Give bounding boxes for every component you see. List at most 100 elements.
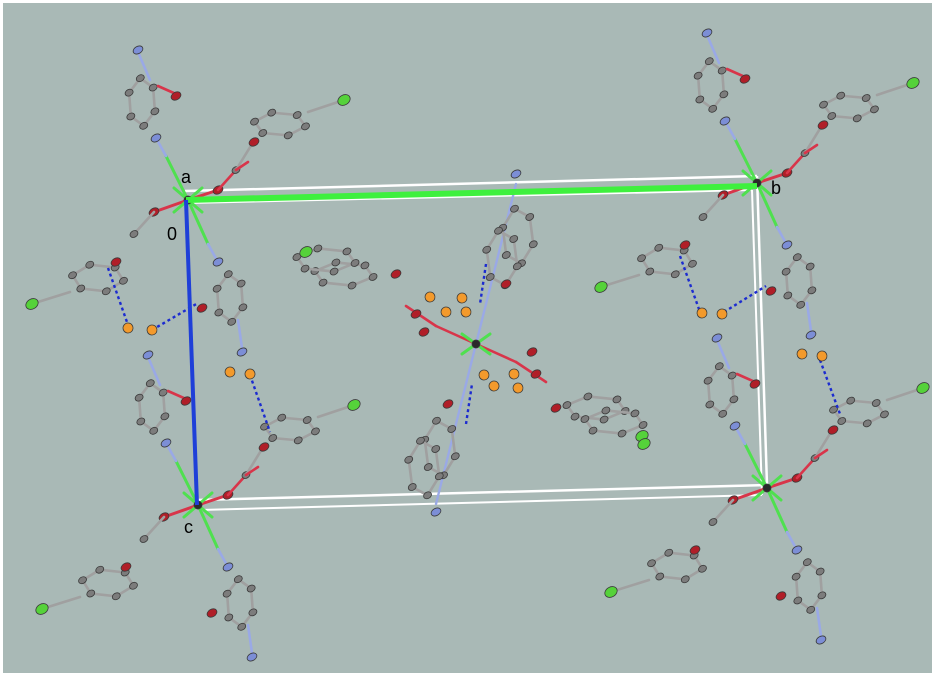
carbon-atom xyxy=(434,472,444,481)
carbon-atom xyxy=(267,108,277,117)
nitrogen-atom xyxy=(150,133,162,143)
carbon-atom xyxy=(223,270,233,279)
axis-c-line xyxy=(184,199,199,506)
oxygen-atom xyxy=(410,309,422,319)
ring-bond xyxy=(225,592,231,619)
carbon-atom xyxy=(695,95,705,104)
unit-cell-edge-top-back xyxy=(184,174,758,193)
ring-bond xyxy=(249,587,255,614)
nitrogen-atom xyxy=(236,347,248,357)
carbon-atom xyxy=(124,88,134,97)
hydrogen-highlight xyxy=(460,306,472,318)
carbon-atom xyxy=(224,613,234,622)
hydrogen-highlight xyxy=(816,350,828,362)
bond xyxy=(316,405,350,419)
carbon-atom xyxy=(805,262,815,271)
ring-bond xyxy=(151,86,157,113)
carbon-atom xyxy=(212,284,222,293)
oxygen-atom xyxy=(196,303,208,313)
hydrogen-highlight xyxy=(796,348,808,360)
carbon-atom xyxy=(617,429,627,438)
carbon-atom xyxy=(302,416,312,424)
carbonyl-bond xyxy=(725,67,747,79)
carbon-atom xyxy=(525,213,535,221)
carbon-atom xyxy=(95,565,105,574)
carbon-atom xyxy=(670,270,680,279)
carbon-atom xyxy=(68,271,77,280)
carbon-atom xyxy=(129,581,138,590)
bond xyxy=(805,301,813,333)
nitrogen-atom xyxy=(212,257,224,267)
hydrogen-highlight xyxy=(440,306,452,318)
carbon-atom xyxy=(588,426,598,435)
ring-bond xyxy=(528,215,535,246)
bond xyxy=(514,360,548,384)
chlorine-atom xyxy=(916,382,930,394)
carbon-atom xyxy=(704,57,714,66)
nitrogen-atom xyxy=(430,507,442,517)
carbon-atom xyxy=(126,112,136,121)
carbon-atom xyxy=(698,564,707,573)
carbon-atom xyxy=(846,396,856,405)
nitrogen-atom xyxy=(132,45,144,55)
hydrogen-bond xyxy=(106,267,130,326)
carbon-atom xyxy=(250,117,259,126)
carbon-atom xyxy=(680,575,690,584)
carbon-atom xyxy=(861,94,871,102)
carbon-atom xyxy=(512,262,522,271)
carbon-atom xyxy=(139,535,149,543)
chlorine-atom xyxy=(637,438,651,450)
carbon-atom xyxy=(160,412,170,421)
carbon-atom xyxy=(807,286,817,295)
carbon-atom xyxy=(781,267,791,276)
ring-bond xyxy=(591,429,624,435)
oxygen-atom xyxy=(817,120,829,130)
carbon-atom xyxy=(793,596,803,605)
hydrogen-highlight xyxy=(456,292,468,304)
carbon-atom xyxy=(347,281,357,290)
nitrile-bond xyxy=(715,338,731,370)
hydrogen-bond xyxy=(478,263,488,305)
unit-cell-edge-right-back xyxy=(755,175,769,486)
carbon-atom xyxy=(447,425,457,433)
nitrile-bond xyxy=(136,50,152,82)
unit-cell-edge-bottom-front xyxy=(199,494,763,511)
carbon-atom xyxy=(815,567,825,576)
metal-atom xyxy=(762,483,772,493)
carbon-atom xyxy=(149,426,159,435)
carbon-atom xyxy=(562,401,572,409)
carbon-atom xyxy=(248,608,258,617)
carbon-atom xyxy=(292,111,302,119)
bond xyxy=(701,193,725,219)
nitrogen-atom xyxy=(791,545,803,555)
oxygen-atom xyxy=(180,396,192,406)
bond xyxy=(246,623,254,655)
bond xyxy=(36,290,72,304)
carbon-atom xyxy=(293,436,303,445)
ring-bond xyxy=(127,91,133,118)
nitrogen-atom xyxy=(729,421,741,431)
carbon-atom xyxy=(222,589,232,598)
axis-label-a: a xyxy=(181,167,192,187)
carbon-atom xyxy=(214,308,224,317)
ring-bond xyxy=(215,287,221,314)
nitrile-bond xyxy=(146,355,162,387)
oxygen-atom xyxy=(775,591,787,601)
bond xyxy=(885,388,919,402)
carbon-atom xyxy=(407,483,417,491)
carbon-atom xyxy=(705,400,715,409)
carbon-atom xyxy=(301,122,310,131)
bond xyxy=(306,100,340,114)
ring-bond xyxy=(720,69,726,96)
ring-bond xyxy=(818,570,824,597)
carbon-atom xyxy=(819,100,828,109)
hydrogen-bond xyxy=(723,284,767,314)
hydrogen-highlight xyxy=(716,308,728,320)
hydrogen-highlight xyxy=(696,307,708,319)
metal-ligand-bond xyxy=(174,459,200,507)
hydrogen-highlight xyxy=(122,322,134,334)
carbon-atom xyxy=(404,455,414,464)
bond xyxy=(142,515,166,541)
oxygen-atom xyxy=(689,545,701,555)
